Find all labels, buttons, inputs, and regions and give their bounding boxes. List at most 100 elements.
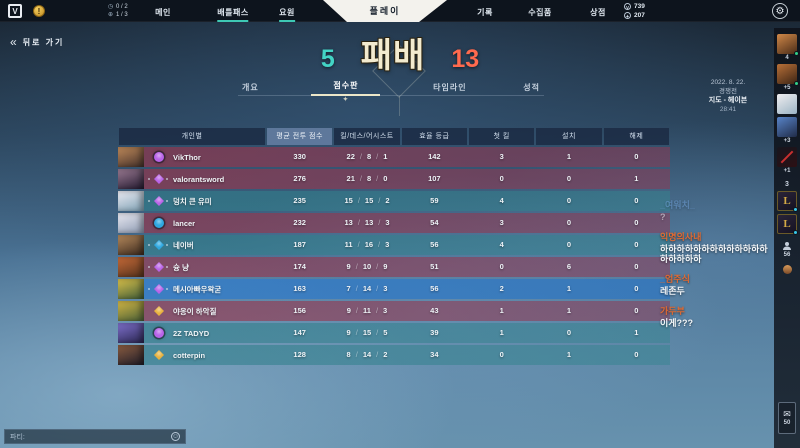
player-name: cotterpin bbox=[173, 350, 206, 360]
agent-portrait-phoenix bbox=[118, 345, 144, 365]
column-header-acs[interactable]: 평균 전투 점수 bbox=[267, 128, 333, 145]
kda-value: 8 bbox=[366, 174, 372, 183]
column-header-econ[interactable]: 효율 등급 bbox=[401, 128, 467, 145]
friend-avatar[interactable] bbox=[777, 94, 797, 114]
friends-count: 56 bbox=[783, 252, 791, 258]
scoreboard-header: 개인별 평균 전투 점수 킬/데스/어시스트 효율 등급 첫 킬 설치 해제 bbox=[118, 128, 670, 145]
kda-value: 5 bbox=[383, 328, 388, 337]
scoreboard-table: 개인별 평균 전투 점수 킬/데스/어시스트 효율 등급 첫 킬 설치 해제 V… bbox=[118, 128, 670, 365]
lol-game-icon[interactable]: L bbox=[777, 191, 798, 212]
scoreboard-row[interactable]: lancer 232 13 / 13 / 3 54 3 0 0 bbox=[118, 213, 670, 233]
kda-separator: / bbox=[378, 240, 381, 249]
kda-value: 9 bbox=[346, 306, 351, 315]
column-header-defuses[interactable]: 해제 bbox=[603, 128, 669, 145]
stat-defuses: 0 bbox=[634, 240, 639, 249]
stat-plants: 0 bbox=[566, 218, 572, 227]
kda-separator: / bbox=[355, 284, 358, 293]
stat-acs: 330 bbox=[293, 152, 306, 161]
nav-collection[interactable]: 수집품 bbox=[528, 8, 552, 17]
settings-gear-icon[interactable]: ⚙ bbox=[772, 3, 788, 19]
online-status-dot bbox=[794, 51, 799, 56]
stat-kda: 9 / 10 / 9 bbox=[333, 257, 400, 277]
rank-icon bbox=[154, 262, 164, 272]
tab-timeline[interactable]: 타임라인 bbox=[433, 83, 467, 92]
match-mode: 경쟁전 bbox=[719, 88, 737, 95]
mini-avatar[interactable] bbox=[782, 265, 792, 274]
nav-career[interactable]: 기록 bbox=[477, 8, 493, 17]
emote-picker-icon[interactable]: ☺ bbox=[171, 432, 180, 441]
agent-portrait-brimstone bbox=[118, 257, 144, 277]
scoreboard-row[interactable]: VikThor 330 22 / 8 / 1 142 3 1 0 bbox=[118, 147, 670, 167]
kda-value: 7 bbox=[346, 284, 351, 293]
radianite-icon: ✦ bbox=[624, 11, 631, 19]
party-chat-input[interactable]: 파티: ☺ bbox=[4, 429, 186, 444]
column-header-player[interactable]: 개인별 bbox=[119, 128, 265, 145]
scoreboard-row[interactable]: 네이버 187 11 / 16 / 3 56 4 0 0 bbox=[118, 235, 670, 255]
player-cell: cotterpin bbox=[118, 345, 266, 365]
kda-value: 8 bbox=[366, 152, 372, 161]
nav-store[interactable]: 상점 bbox=[590, 8, 606, 17]
alert-coin-icon[interactable]: ! bbox=[33, 5, 45, 17]
stat-plants: 0 bbox=[566, 196, 572, 205]
chat-message: 가두부 이게??? bbox=[660, 304, 772, 328]
tab-performance[interactable]: 성적 bbox=[523, 83, 540, 92]
friend-avatar[interactable] bbox=[777, 147, 797, 167]
friends-list-button[interactable] bbox=[782, 241, 792, 251]
player-name: 야옹이 하악질 bbox=[173, 306, 217, 316]
kda-separator: / bbox=[376, 350, 379, 359]
lol-game-icon[interactable]: L bbox=[777, 214, 798, 235]
column-header-kda[interactable]: 킬/데스/어시스트 bbox=[334, 128, 400, 145]
player-name: lancer bbox=[173, 218, 196, 228]
stat-defuses: 0 bbox=[634, 306, 639, 315]
nav-battlepass[interactable]: 배틀패스 bbox=[217, 8, 250, 22]
nav-main[interactable]: 메인 bbox=[155, 8, 171, 17]
stat-econ-rating: 39 bbox=[430, 328, 439, 337]
slash-mark bbox=[780, 150, 794, 164]
column-header-firstkills[interactable]: 첫 킬 bbox=[469, 128, 535, 145]
stat-kda: 13 / 13 / 3 bbox=[333, 213, 400, 233]
nav-play-active[interactable]: 플레이 bbox=[323, 0, 447, 22]
stat-first-kills: 2 bbox=[499, 284, 504, 293]
stat-plants: 6 bbox=[566, 262, 572, 271]
mail-button[interactable]: ✉ 50 bbox=[778, 402, 796, 434]
chat-sender-name: _여워치_ bbox=[660, 200, 695, 210]
scoreboard-row[interactable]: 메시아빠우왁굳 163 7 / 14 / 3 56 2 1 0 bbox=[118, 279, 670, 299]
social-sidebar: 4 +5 +3 +1 3 L L 56 ✉ 50 bbox=[774, 28, 800, 448]
agent-portrait-killjoy bbox=[118, 279, 144, 299]
column-header-plants[interactable]: 설치 bbox=[536, 128, 602, 145]
kda-separator: / bbox=[375, 306, 379, 315]
friend-avatar[interactable] bbox=[777, 64, 799, 86]
kda-value: 22 bbox=[346, 152, 355, 161]
nav-agents[interactable]: 요원 bbox=[279, 8, 295, 22]
player-cell: 메시아빠우왁굳 bbox=[118, 279, 266, 299]
chat-message-text: ? bbox=[660, 212, 666, 222]
scoreboard-row[interactable]: 슝 냥 174 9 / 10 / 9 51 0 6 0 bbox=[118, 257, 670, 277]
stat-first-kills: 0 bbox=[499, 350, 504, 359]
scoreboard-row[interactable]: 야옹이 하악질 156 9/11/3 43 1 1 0 bbox=[118, 301, 670, 321]
chat-sender-name: 가두부 bbox=[660, 306, 685, 316]
chat-message: _여워치_? bbox=[660, 198, 772, 222]
friend-avatar[interactable] bbox=[777, 117, 797, 137]
player-cell: valorantsword bbox=[118, 169, 266, 189]
agent-portrait-brimstone bbox=[118, 235, 144, 255]
party-count-badge: +1 bbox=[783, 168, 791, 174]
back-button[interactable]: « 뒤로 가기 bbox=[10, 36, 64, 48]
valorant-logo-icon[interactable]: V bbox=[8, 4, 22, 18]
scoreboard-row[interactable]: 덩치 큰 유미 235 15 / 15 / 2 59 4 0 0 bbox=[118, 191, 670, 211]
agent-portrait-jett bbox=[118, 213, 144, 233]
rank-icon bbox=[154, 306, 164, 316]
scoreboard-row[interactable]: valorantsword 276 21 / 8 / 0 107 0 0 1 bbox=[118, 169, 670, 189]
scoreboard-row[interactable]: cotterpin 128 8 / 14 / 2 34 0 1 0 bbox=[118, 345, 670, 365]
rank-frame bbox=[144, 152, 164, 162]
party-count-badge: +3 bbox=[783, 138, 791, 144]
stat-acs: 276 bbox=[293, 174, 306, 183]
tab-overview[interactable]: 개요 bbox=[242, 83, 259, 92]
tab-scoreboard[interactable]: 점수판 bbox=[311, 80, 381, 96]
mission-progress: ◷ 0 / 2 ⊕ 1 / 3 bbox=[108, 3, 128, 19]
friend-avatar[interactable] bbox=[777, 34, 799, 56]
kda-value: 14 bbox=[362, 284, 372, 293]
scoreboard-row[interactable]: 2Z TADYD 147 9 / 15 / 5 39 1 0 1 bbox=[118, 323, 670, 343]
kda-value: 0 bbox=[383, 174, 388, 183]
player-name: 네이버 bbox=[173, 240, 194, 250]
